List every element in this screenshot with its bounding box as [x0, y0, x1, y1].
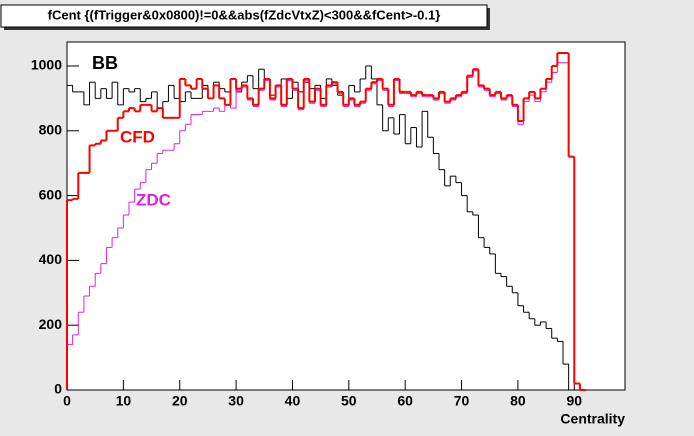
x-tick-label: 60 — [397, 393, 413, 409]
plot-frame — [66, 41, 626, 391]
y-tick-label: 400 — [39, 251, 63, 267]
y-tick-label: 600 — [39, 186, 63, 202]
y-tick-label: 200 — [39, 316, 63, 332]
x-tick-label: 40 — [285, 393, 301, 409]
y-tick-label: 0 — [54, 381, 62, 397]
x-tick-label: 20 — [172, 393, 188, 409]
y-tick-label: 800 — [39, 121, 63, 137]
x-tick-label: 30 — [228, 393, 244, 409]
x-tick-label: 50 — [341, 393, 357, 409]
x-tick-label: 70 — [454, 393, 470, 409]
x-tick-label: 80 — [510, 393, 526, 409]
x-tick-label: 90 — [566, 393, 582, 409]
x-tick-label: 10 — [116, 393, 132, 409]
x-axis-label: Centrality — [560, 411, 625, 427]
title-box — [0, 4, 488, 28]
x-tick-label: 0 — [63, 393, 71, 409]
y-tick-label: 1000 — [31, 57, 62, 73]
annotation: BB — [92, 53, 118, 73]
annotation: ZDC — [136, 190, 171, 209]
chart-title: fCent {(fTrigger&0x0800)!=0&&abs(fZdcVtx… — [48, 7, 441, 22]
annotation: CFD — [120, 127, 155, 146]
